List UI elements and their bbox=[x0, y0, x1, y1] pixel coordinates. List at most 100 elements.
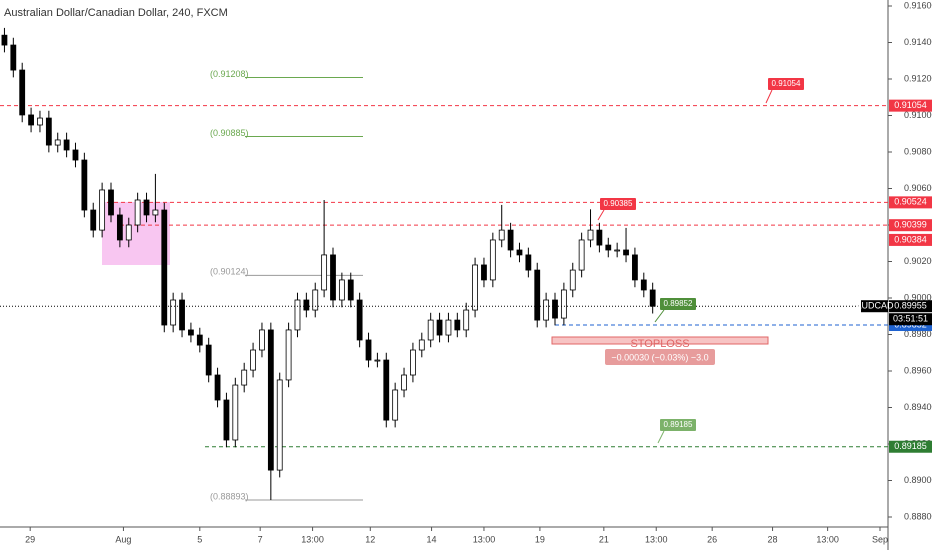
candle-body bbox=[596, 229, 603, 246]
candle-body bbox=[632, 254, 638, 281]
candle-body bbox=[489, 239, 496, 281]
candle-body bbox=[232, 384, 239, 441]
fib-label: (0.88893) bbox=[210, 491, 249, 501]
candle-body bbox=[179, 299, 185, 331]
candle-body bbox=[241, 369, 248, 386]
candle-body bbox=[454, 319, 461, 331]
x-tick-label: 13:00 bbox=[473, 534, 496, 544]
level-axis-label: 0.90399 bbox=[894, 220, 927, 230]
candle-body bbox=[418, 339, 425, 351]
level-axis-label: 0.90524 bbox=[894, 197, 927, 207]
level-axis-label-box bbox=[889, 219, 932, 232]
candle-body bbox=[347, 279, 354, 301]
fib-label: (0.90885) bbox=[210, 128, 249, 138]
candle-body bbox=[63, 139, 70, 151]
candle-body bbox=[10, 44, 17, 71]
candle-body bbox=[214, 374, 221, 401]
fib-label: (0.91208) bbox=[210, 69, 249, 79]
candle-body bbox=[481, 264, 487, 281]
candle-body bbox=[188, 329, 194, 336]
candle-body bbox=[374, 359, 381, 362]
candle-body bbox=[294, 299, 301, 331]
x-tick-label: 19 bbox=[535, 534, 545, 544]
stoploss-title: STOPLOSS bbox=[630, 338, 689, 350]
candle-body bbox=[640, 279, 647, 291]
candle-body bbox=[152, 209, 159, 216]
candle-body bbox=[587, 229, 594, 241]
candle-body bbox=[28, 114, 34, 126]
candle-body bbox=[365, 339, 372, 361]
candle-body bbox=[507, 229, 514, 251]
candle-body bbox=[108, 189, 114, 216]
callout-label: 0.90385 bbox=[604, 199, 633, 208]
x-tick-label: 14 bbox=[427, 534, 437, 544]
candle-body bbox=[543, 299, 550, 321]
candle-body bbox=[445, 319, 452, 336]
last-price-label: 0.89955 bbox=[894, 301, 927, 311]
candle-body bbox=[472, 264, 478, 311]
candle-body bbox=[303, 299, 310, 311]
candle-body bbox=[436, 319, 443, 336]
candle-body bbox=[356, 299, 363, 341]
symbol-label-box bbox=[861, 300, 888, 313]
level-axis-label-box bbox=[889, 440, 932, 453]
candle-body bbox=[312, 289, 319, 311]
candle-body bbox=[623, 249, 629, 256]
callout-pointer bbox=[765, 89, 773, 104]
callout-box bbox=[660, 419, 696, 431]
x-tick-label: 13:00 bbox=[816, 534, 839, 544]
candle-body bbox=[410, 349, 416, 376]
countdown-box bbox=[889, 313, 932, 326]
x-tick-label: Aug bbox=[115, 534, 131, 544]
stoploss-detail: −0.00030 (−0.03%) −3.0 bbox=[611, 352, 708, 362]
countdown: 03:51:51 bbox=[893, 314, 928, 324]
callout-label: 0.89852 bbox=[664, 299, 693, 308]
level-axis-label-box bbox=[889, 196, 932, 209]
callout-box bbox=[660, 298, 696, 310]
callout-pointer bbox=[657, 430, 665, 444]
candle-body bbox=[276, 379, 283, 471]
callout-box bbox=[768, 78, 804, 90]
candle-body bbox=[19, 69, 26, 116]
extra-axis-label: 0.90384 bbox=[894, 234, 927, 244]
last-price-label-box bbox=[889, 300, 932, 313]
x-tick-label: 28 bbox=[768, 534, 778, 544]
candle-body bbox=[161, 209, 168, 326]
candle-body bbox=[143, 199, 150, 216]
x-tick-label: 13:00 bbox=[645, 534, 668, 544]
callout-pointer bbox=[654, 309, 665, 323]
candle-body bbox=[285, 329, 292, 381]
candle-body bbox=[338, 279, 345, 301]
candle-body bbox=[605, 244, 612, 251]
extra-axis-label-box bbox=[889, 233, 932, 246]
candle-body bbox=[383, 359, 390, 421]
candle-body bbox=[90, 209, 97, 231]
stoploss-box bbox=[605, 349, 715, 365]
x-tick-label: 21 bbox=[599, 534, 609, 544]
candle-body bbox=[534, 269, 541, 321]
candle-body bbox=[569, 269, 576, 291]
candle-body bbox=[267, 329, 274, 471]
x-tick-label: 12 bbox=[365, 534, 375, 544]
candle-body bbox=[552, 299, 558, 319]
candle-body bbox=[525, 254, 532, 271]
candle-body bbox=[250, 349, 256, 371]
candle-body bbox=[330, 254, 336, 301]
callout-box bbox=[600, 198, 636, 210]
candle-body bbox=[205, 344, 212, 376]
callout-label: 0.89185 bbox=[664, 420, 693, 429]
x-tick-label: 13:00 bbox=[301, 534, 324, 544]
candle-body bbox=[125, 224, 132, 241]
candle-body bbox=[614, 249, 621, 252]
